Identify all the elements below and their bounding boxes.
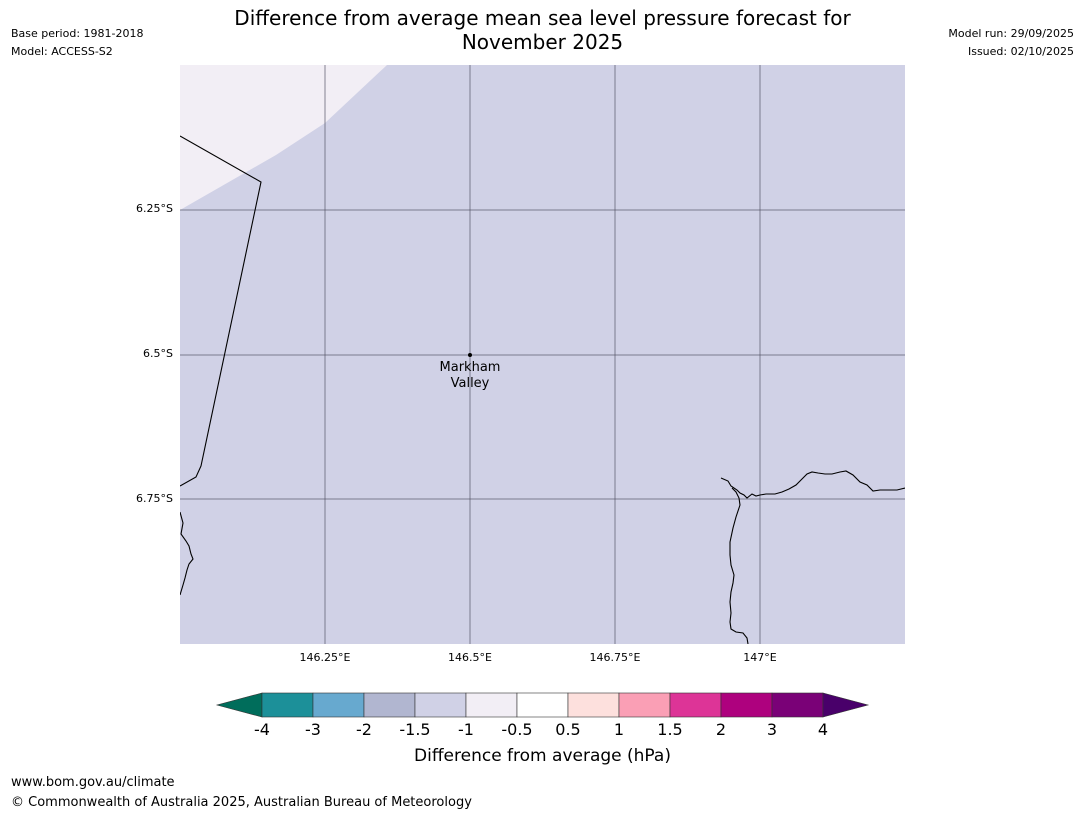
colorbar-tick-label: -3	[305, 720, 321, 739]
lat-label-6-25: 6.25°S	[136, 202, 173, 215]
coastline-east	[720, 470, 905, 499]
colorbar-bin	[771, 692, 824, 718]
colorbar-label: Difference from average (hPa)	[414, 746, 671, 766]
colorbar-bin	[669, 692, 722, 718]
colorbar-tick-label: 0.5	[555, 720, 581, 739]
place-label-line-1: Markham	[439, 360, 501, 375]
colorbar-tick-label: -0.5	[501, 720, 533, 739]
lat-label-6-5: 6.5°S	[143, 347, 173, 360]
colorbar-extend-high	[822, 692, 870, 718]
colorbar-tick-label: 3	[766, 720, 778, 739]
lon-label-146-25: 146.25°E	[299, 651, 351, 664]
pressure-anomaly-map	[180, 65, 905, 644]
model-text: Model: ACCESS-S2	[11, 45, 113, 58]
place-label-markham-valley: Markham Valley	[420, 360, 520, 392]
lon-label-147: 147°E	[743, 651, 777, 664]
colorbar-bin	[414, 692, 467, 718]
gridlines	[180, 65, 905, 644]
colorbar	[215, 692, 870, 718]
colorbar-tick-label: -1.5	[399, 720, 431, 739]
colorbar-bin	[465, 692, 518, 718]
map-title: Difference from average mean sea level p…	[234, 6, 851, 54]
footer-copyright: © Commonwealth of Australia 2025, Austra…	[11, 795, 472, 810]
metadata-right: Model run: 29/09/2025 Issued: 02/10/2025	[948, 25, 1074, 61]
base-period-text: Base period: 1981-2018	[11, 27, 144, 40]
colorbar-bin	[261, 692, 314, 718]
lon-label-146-5: 146.5°E	[448, 651, 492, 664]
colorbar-tick-label: 2	[715, 720, 727, 739]
lon-label-146-75: 146.75°E	[589, 651, 641, 664]
colorbar-tick-label: -4	[254, 720, 270, 739]
metadata-left: Base period: 1981-2018 Model: ACCESS-S2	[11, 25, 143, 61]
issued-text: Issued: 02/10/2025	[967, 45, 1074, 58]
anomaly-fill-light	[180, 65, 387, 210]
colorbar-extend-low	[215, 692, 263, 718]
markham-valley-marker	[468, 353, 472, 357]
lat-label-6-75: 6.75°S	[136, 492, 173, 505]
model-run-text: Model run: 29/09/2025	[948, 27, 1074, 40]
footer-url: www.bom.gov.au/climate	[11, 775, 175, 790]
coastlines	[180, 135, 905, 644]
colorbar-tick-label: -2	[356, 720, 372, 739]
colorbar-bin	[720, 692, 773, 718]
colorbar-bin	[516, 692, 569, 718]
colorbar-bin	[312, 692, 365, 718]
colorbar-bin	[363, 692, 416, 718]
colorbar-bin	[567, 692, 620, 718]
coastline-west	[180, 511, 194, 596]
colorbar-tick-label: 4	[817, 720, 829, 739]
colorbar-tick-label: 1.5	[657, 720, 683, 739]
coastline-river	[729, 487, 749, 644]
border-line	[180, 135, 262, 487]
colorbar-bin	[618, 692, 671, 718]
colorbar-tick-label: -1	[458, 720, 474, 739]
colorbar-tick-label: 1	[613, 720, 625, 739]
place-label-line-2: Valley	[450, 376, 490, 391]
